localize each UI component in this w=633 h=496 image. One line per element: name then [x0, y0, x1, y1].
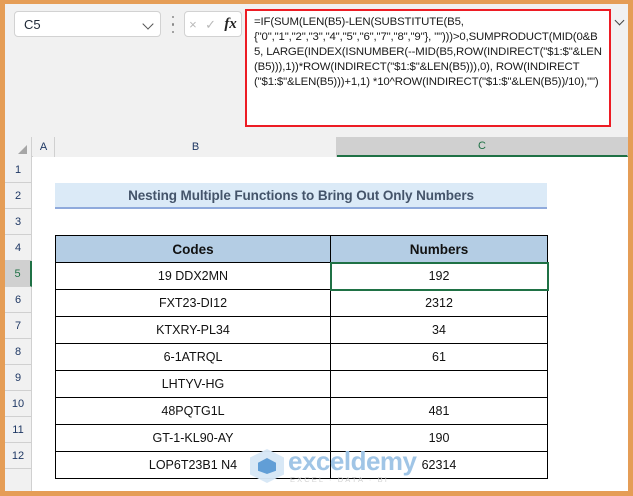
cell-number[interactable]: 62314	[330, 451, 548, 479]
row-header-8-label: 8	[14, 345, 22, 358]
formula-bar-drag-handle[interactable]	[171, 16, 175, 33]
chevron-down-icon[interactable]	[143, 19, 154, 30]
row-header-8[interactable]: 8	[5, 339, 31, 365]
insert-function-icon[interactable]: fx	[224, 15, 237, 32]
table-row: LHTYV-HG	[55, 370, 548, 398]
cell-code[interactable]: LHTYV-HG	[55, 370, 331, 398]
table-row: FXT23-DI12 2312	[55, 289, 548, 317]
table-row: 19 DDX2MN 192	[55, 261, 549, 291]
cell-number[interactable]: 2312	[330, 289, 548, 317]
column-header-a-label: A	[39, 141, 48, 153]
column-header-c-label: C	[478, 140, 486, 152]
row-headers: 1 2 3 4 5 6 7 8 9 10 11 12	[5, 157, 32, 491]
cell-number[interactable]: 34	[330, 316, 548, 344]
row-header-1-label: 1	[14, 163, 22, 176]
cell-code[interactable]: 48PQTG1L	[55, 397, 331, 425]
column-header-numbers[interactable]: Numbers	[330, 235, 548, 263]
name-box-value: C5	[24, 16, 41, 32]
row-header-3-label: 3	[14, 215, 22, 228]
data-table: Codes Numbers 19 DDX2MN 192 FXT23-DI12 2…	[55, 235, 549, 479]
worksheet-grid: A B C 1 2 3 4 5 6 7 8 9 10 11 12 Nesting…	[5, 137, 628, 491]
column-header-b[interactable]: B	[55, 137, 337, 157]
cell-code[interactable]: KTXRY-PL34	[55, 316, 331, 344]
cell-code[interactable]: LOP6T23B1 N4	[55, 451, 331, 479]
sheet-title-banner[interactable]: Nesting Multiple Functions to Bring Out …	[55, 183, 547, 209]
row-header-2[interactable]: 2	[5, 183, 31, 209]
cell-code[interactable]: GT-1-KL90-AY	[55, 424, 331, 452]
formula-bar-area: C5 × ✓ fx =IF(SUM(LEN(B5)-LEN(SUBSTITUTE…	[5, 4, 628, 137]
cell-area: Nesting Multiple Functions to Bring Out …	[33, 157, 628, 491]
column-header-a[interactable]: A	[33, 137, 55, 157]
row-header-7-label: 7	[14, 319, 22, 332]
table-row: GT-1-KL90-AY 190	[55, 424, 548, 452]
table-header-row: Codes Numbers	[55, 235, 548, 263]
cell-number[interactable]: 61	[330, 343, 548, 371]
formula-input[interactable]: =IF(SUM(LEN(B5)-LEN(SUBSTITUTE(B5, {"0",…	[245, 9, 611, 127]
row-header-6[interactable]: 6	[5, 287, 31, 313]
select-all-corner[interactable]	[5, 137, 32, 157]
cancel-icon[interactable]: ×	[189, 16, 197, 32]
row-header-5[interactable]: 5	[5, 261, 32, 287]
row-header-6-label: 6	[14, 293, 22, 306]
row-header-11-label: 11	[12, 423, 24, 436]
table-row: 48PQTG1L 481	[55, 397, 548, 425]
row-header-9[interactable]: 9	[5, 365, 31, 391]
cell-number-selected[interactable]: 192	[329, 261, 549, 291]
formula-text: =IF(SUM(LEN(B5)-LEN(SUBSTITUTE(B5, {"0",…	[254, 16, 602, 89]
row-header-2-label: 2	[14, 189, 22, 202]
confirm-icon[interactable]: ✓	[205, 16, 216, 32]
row-header-12[interactable]: 12	[5, 443, 31, 469]
column-headers: A B C	[5, 137, 628, 157]
table-row: 6-1ATRQL 61	[55, 343, 548, 371]
cell-number[interactable]: 190	[330, 424, 548, 452]
cell-number[interactable]	[330, 370, 548, 398]
row-header-7[interactable]: 7	[5, 313, 31, 339]
row-header-1[interactable]: 1	[5, 157, 31, 183]
row-header-3[interactable]: 3	[5, 209, 31, 235]
row-header-4[interactable]: 4	[5, 235, 31, 261]
column-header-b-label: B	[191, 141, 200, 153]
row-header-12-label: 12	[11, 449, 25, 462]
row-header-4-label: 4	[14, 241, 22, 254]
column-header-codes[interactable]: Codes	[55, 235, 331, 263]
cell-code[interactable]: 6-1ATRQL	[55, 343, 331, 371]
row-header-9-label: 9	[14, 371, 22, 384]
sheet-title-text: Nesting Multiple Functions to Bring Out …	[128, 187, 474, 203]
formula-bar-buttons: × ✓ fx	[184, 11, 242, 37]
expand-formula-bar-icon[interactable]	[614, 16, 626, 28]
row-header-5-label: 5	[14, 267, 21, 280]
row-header-10[interactable]: 10	[5, 391, 31, 417]
name-box[interactable]: C5	[14, 11, 161, 37]
table-row: LOP6T23B1 N4 62314	[55, 451, 548, 479]
cell-number[interactable]: 481	[330, 397, 548, 425]
table-row: KTXRY-PL34 34	[55, 316, 548, 344]
row-header-11[interactable]: 11	[5, 417, 31, 443]
row-header-10-label: 10	[11, 397, 25, 410]
cell-code[interactable]: 19 DDX2MN	[55, 262, 331, 290]
column-header-c[interactable]: C	[337, 137, 628, 157]
cell-code[interactable]: FXT23-DI12	[55, 289, 331, 317]
